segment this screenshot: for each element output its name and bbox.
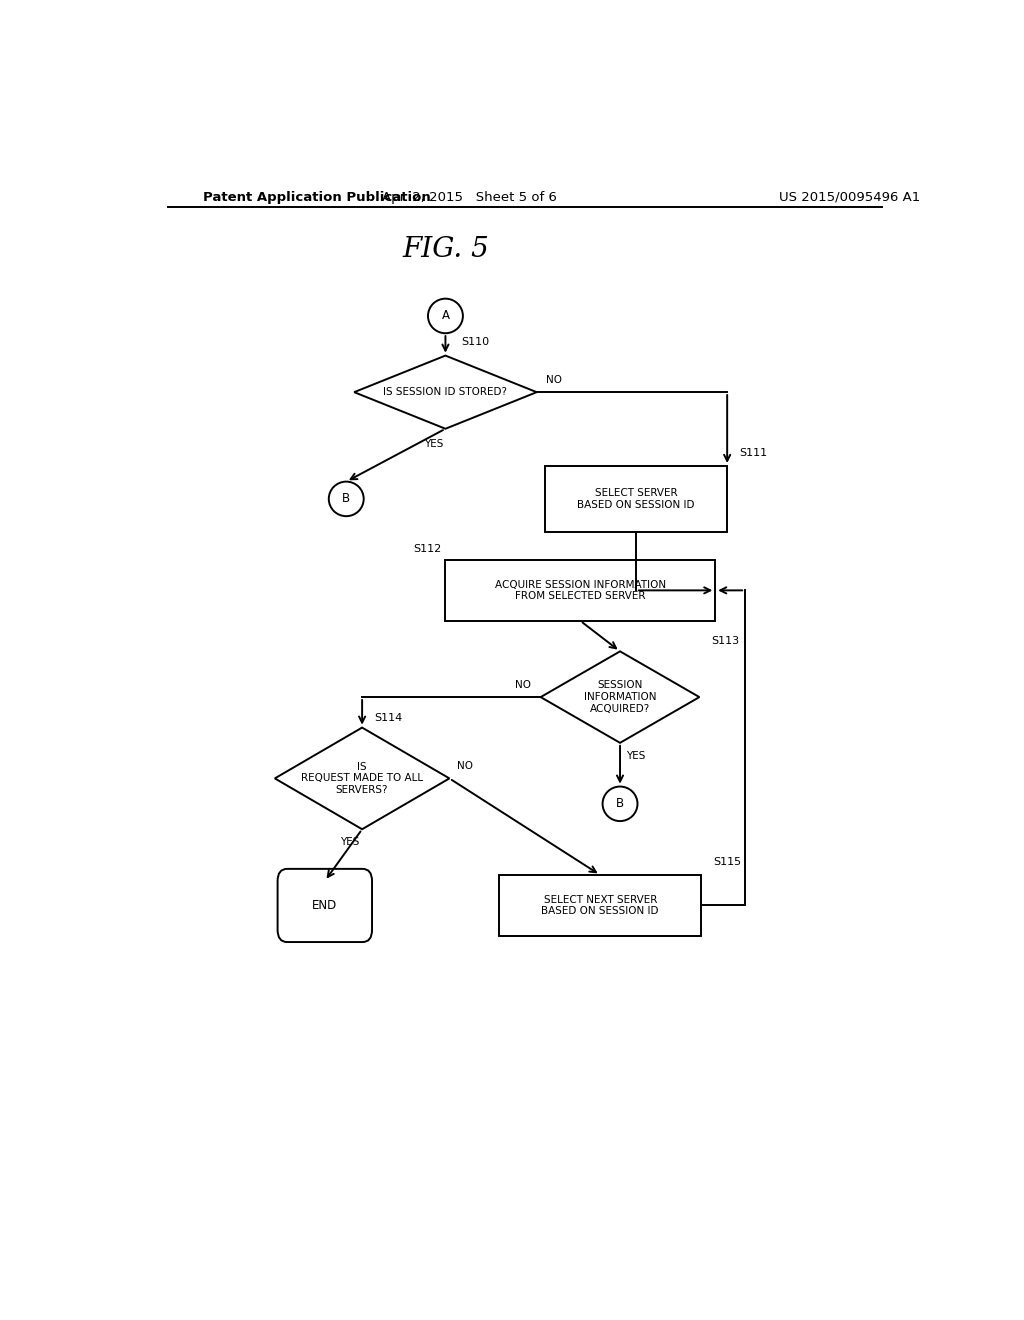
- Text: END: END: [312, 899, 338, 912]
- Text: B: B: [342, 492, 350, 506]
- Text: FIG. 5: FIG. 5: [402, 236, 488, 264]
- Text: Apr. 2, 2015   Sheet 5 of 6: Apr. 2, 2015 Sheet 5 of 6: [382, 190, 557, 203]
- Text: Patent Application Publication: Patent Application Publication: [204, 190, 431, 203]
- Text: YES: YES: [627, 751, 646, 760]
- Text: SESSION
INFORMATION
ACQUIRED?: SESSION INFORMATION ACQUIRED?: [584, 681, 656, 714]
- Text: IS
REQUEST MADE TO ALL
SERVERS?: IS REQUEST MADE TO ALL SERVERS?: [301, 762, 423, 795]
- Text: S113: S113: [712, 636, 739, 647]
- Text: US 2015/0095496 A1: US 2015/0095496 A1: [778, 190, 920, 203]
- Text: S110: S110: [462, 338, 489, 347]
- Text: NO: NO: [458, 762, 473, 771]
- Text: YES: YES: [341, 837, 359, 847]
- Text: NO: NO: [546, 375, 562, 385]
- Text: YES: YES: [424, 440, 443, 449]
- Text: A: A: [441, 309, 450, 322]
- Text: B: B: [616, 797, 624, 810]
- Text: NO: NO: [515, 680, 531, 690]
- Text: S115: S115: [714, 857, 741, 867]
- Text: S112: S112: [414, 544, 442, 554]
- Text: S114: S114: [374, 713, 402, 722]
- Text: IS SESSION ID STORED?: IS SESSION ID STORED?: [383, 387, 508, 397]
- Text: SELECT SERVER
BASED ON SESSION ID: SELECT SERVER BASED ON SESSION ID: [578, 488, 694, 510]
- Text: SELECT NEXT SERVER
BASED ON SESSION ID: SELECT NEXT SERVER BASED ON SESSION ID: [542, 895, 658, 916]
- Text: S111: S111: [739, 447, 767, 458]
- Text: ACQUIRE SESSION INFORMATION
FROM SELECTED SERVER: ACQUIRE SESSION INFORMATION FROM SELECTE…: [495, 579, 666, 601]
